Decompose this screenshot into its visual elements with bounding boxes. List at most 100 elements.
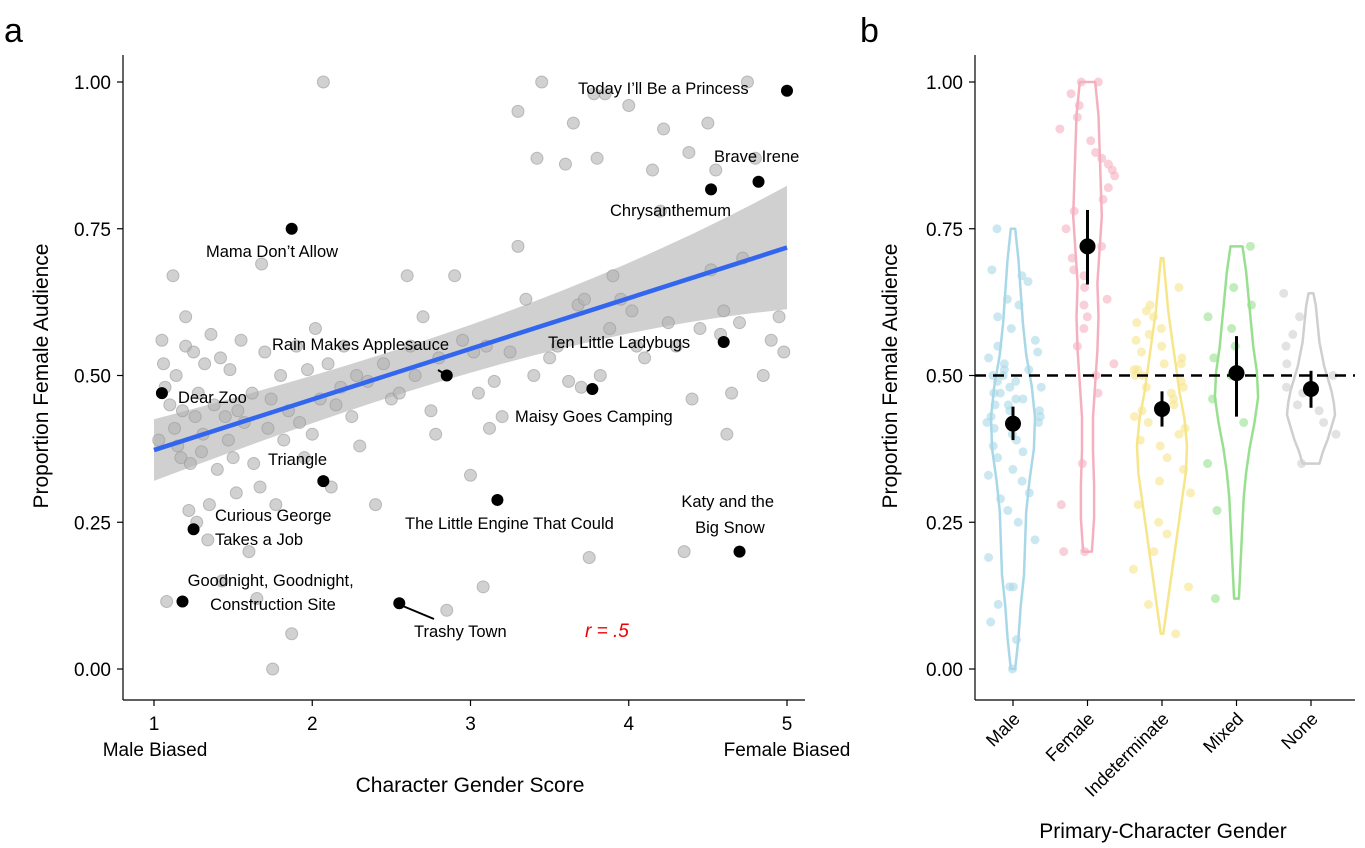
confidence-band-layer bbox=[154, 185, 787, 481]
x-tick-label: 3 bbox=[465, 714, 476, 735]
scatter-point bbox=[210, 462, 224, 476]
scatter-point bbox=[289, 339, 303, 353]
jitter-point bbox=[1030, 535, 1040, 545]
highlight-point bbox=[717, 336, 730, 349]
jitter-point bbox=[986, 412, 996, 422]
label-today-princess: Today I’ll Be a Princess bbox=[578, 80, 749, 98]
jitter-point bbox=[1074, 100, 1084, 110]
scatter-point bbox=[527, 369, 541, 382]
scatter-point bbox=[535, 75, 549, 89]
jitter-point bbox=[1076, 77, 1086, 87]
scatter-point bbox=[160, 594, 174, 608]
scatter-point bbox=[174, 451, 188, 465]
scatter-point bbox=[495, 410, 509, 424]
jitter-point bbox=[1246, 300, 1256, 310]
panel-b-label: b bbox=[860, 12, 879, 50]
x-end-label-left: Male Biased bbox=[103, 740, 208, 761]
jitter-point bbox=[1018, 394, 1028, 404]
jitter-point bbox=[1002, 294, 1012, 304]
jitter-point bbox=[1069, 206, 1079, 216]
jitter-point bbox=[1093, 77, 1103, 87]
jitter-point bbox=[1024, 488, 1034, 498]
scatter-point bbox=[748, 151, 762, 165]
violin-female bbox=[1071, 80, 1104, 553]
jitter-point bbox=[990, 400, 1000, 410]
scatter-point bbox=[416, 310, 430, 324]
jitter-point bbox=[1017, 271, 1027, 281]
scatter-point bbox=[630, 339, 644, 353]
highlight-point bbox=[317, 475, 330, 488]
scatter-point bbox=[321, 357, 335, 371]
jitter-point bbox=[1162, 529, 1172, 539]
jitter-point bbox=[988, 441, 998, 451]
y-ticks: 0.00 0.25 0.50 0.75 1.00 bbox=[926, 73, 975, 681]
jitter-point bbox=[1077, 459, 1087, 469]
scatter-point bbox=[503, 345, 517, 359]
scatter-point bbox=[543, 351, 557, 365]
scatter-point bbox=[179, 310, 193, 324]
jitter-point bbox=[1018, 447, 1028, 457]
scatter-point bbox=[638, 351, 652, 365]
jitter-point bbox=[1149, 312, 1159, 322]
scatter-point bbox=[250, 592, 264, 606]
jitter-point bbox=[1013, 517, 1023, 527]
jitter-point bbox=[1103, 159, 1113, 169]
jitter-point bbox=[993, 312, 1003, 322]
y-tick-label: 1.00 bbox=[926, 73, 963, 94]
scatter-point bbox=[215, 574, 229, 588]
jitter-point bbox=[1033, 347, 1043, 357]
scatter-point bbox=[669, 339, 683, 353]
scatter-point bbox=[471, 386, 485, 400]
jitter-point bbox=[987, 265, 997, 275]
scatter-point bbox=[221, 433, 235, 447]
jitter-point bbox=[1072, 341, 1082, 351]
confidence-band bbox=[154, 185, 787, 481]
jitter-point bbox=[1227, 324, 1237, 334]
jitter-point bbox=[1295, 312, 1305, 322]
jitter-point bbox=[1176, 376, 1186, 386]
jitter-point bbox=[1144, 599, 1153, 609]
scatter-point bbox=[562, 374, 576, 388]
point-annotations: Today I’ll Be a Princess Brave Irene Chr… bbox=[178, 80, 799, 641]
scatter-point bbox=[353, 439, 367, 453]
jitter-point bbox=[1093, 388, 1103, 398]
scatter-point bbox=[297, 451, 311, 465]
jitter-points-layer bbox=[982, 77, 1341, 674]
scatter-point bbox=[316, 75, 330, 89]
x-tick-label: 2 bbox=[307, 714, 318, 735]
label-trashy-town: Trashy Town bbox=[414, 623, 507, 641]
scatter-point bbox=[223, 363, 237, 377]
jitter-point bbox=[1069, 265, 1079, 275]
jitter-point bbox=[1155, 441, 1165, 451]
scatter-point bbox=[182, 504, 196, 518]
jitter-point bbox=[1007, 664, 1017, 674]
scatter-point bbox=[725, 386, 739, 400]
scatter-point bbox=[285, 627, 299, 641]
leader-line bbox=[397, 603, 435, 620]
jitter-point bbox=[1166, 388, 1176, 398]
jitter-point bbox=[1171, 629, 1181, 639]
scatter-point bbox=[622, 98, 636, 112]
scatter-point bbox=[163, 398, 177, 412]
scatter-point bbox=[293, 415, 307, 429]
jitter-point bbox=[1067, 253, 1077, 263]
scatter-point bbox=[229, 486, 243, 500]
scatter-point bbox=[301, 363, 315, 377]
jitter-point bbox=[1203, 312, 1213, 322]
scatter-point bbox=[207, 398, 221, 412]
jitter-point bbox=[1072, 112, 1082, 122]
scatter-point bbox=[277, 433, 291, 447]
scatter-point bbox=[258, 345, 272, 359]
label-chrysanthemum: Chrysanthemum bbox=[610, 202, 731, 220]
scatter-point bbox=[337, 339, 351, 353]
jitter-point bbox=[1144, 329, 1154, 339]
jitter-point bbox=[993, 599, 1003, 609]
jitter-point bbox=[1129, 412, 1139, 422]
jitter-point bbox=[1212, 506, 1222, 516]
jitter-point bbox=[1319, 417, 1329, 427]
scatter-point bbox=[152, 433, 166, 447]
y-axis-title: Proportion Female Audience bbox=[879, 244, 902, 509]
jitter-point bbox=[1080, 282, 1090, 292]
jitter-point bbox=[1314, 406, 1324, 416]
jitter-point bbox=[1145, 300, 1155, 310]
